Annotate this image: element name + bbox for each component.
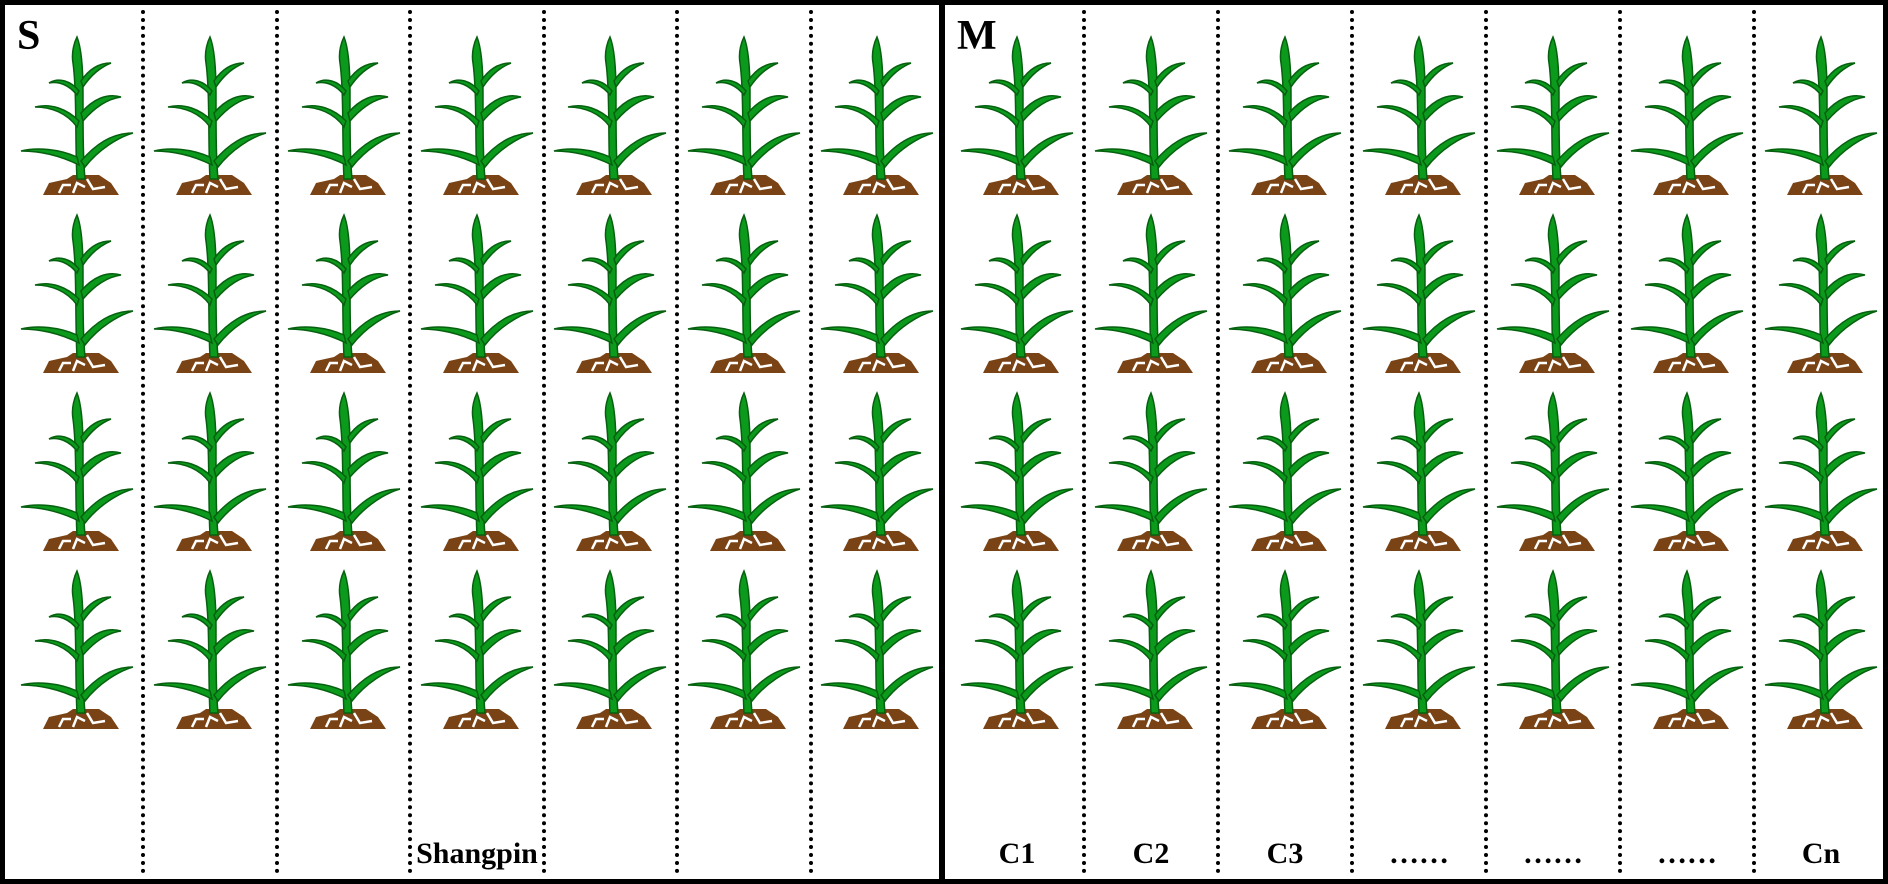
maize-plant-icon bbox=[1089, 211, 1219, 379]
column-divider bbox=[675, 10, 680, 874]
maize-plant-icon bbox=[282, 33, 412, 201]
maize-plant-icon bbox=[415, 389, 545, 557]
maize-plant-icon bbox=[682, 567, 812, 735]
maize-plant-icon bbox=[1759, 33, 1888, 201]
maize-plant-icon bbox=[955, 389, 1085, 557]
column-divider bbox=[274, 10, 279, 874]
maize-plant-icon bbox=[1357, 33, 1487, 201]
maize-plant-icon bbox=[415, 567, 545, 735]
maize-plant-icon bbox=[1357, 567, 1487, 735]
maize-plant-icon bbox=[815, 389, 945, 557]
maize-plant-icon bbox=[1223, 33, 1353, 201]
column-label: C3 bbox=[1266, 837, 1304, 870]
maize-plant-icon bbox=[282, 211, 412, 379]
maize-plant-icon bbox=[282, 567, 412, 735]
maize-plant-icon bbox=[1491, 33, 1621, 201]
column-divider bbox=[1082, 10, 1086, 874]
maize-plant-icon bbox=[682, 33, 812, 201]
column-divider bbox=[408, 10, 413, 874]
column-divider bbox=[1484, 10, 1488, 874]
maize-plant-icon bbox=[682, 389, 812, 557]
column-label: …… bbox=[1657, 837, 1717, 870]
maize-plant-icon bbox=[1089, 389, 1219, 557]
column-divider bbox=[541, 10, 546, 874]
maize-plant-icon bbox=[148, 33, 278, 201]
panel-m: M C1 C2 C3 …… …… …… Cn bbox=[940, 0, 1888, 884]
column-divider bbox=[1350, 10, 1354, 874]
maize-plant-icon bbox=[548, 567, 678, 735]
maize-plant-icon bbox=[282, 389, 412, 557]
maize-plant-icon bbox=[15, 389, 145, 557]
column-label: …… bbox=[1523, 837, 1583, 870]
maize-plant-icon bbox=[148, 211, 278, 379]
maize-plant-icon bbox=[548, 211, 678, 379]
maize-plant-icon bbox=[1491, 567, 1621, 735]
maize-plant-icon bbox=[15, 211, 145, 379]
column-divider bbox=[1752, 10, 1756, 874]
maize-plant-icon bbox=[1625, 211, 1755, 379]
maize-plant-icon bbox=[1223, 211, 1353, 379]
panel-s: S Shangpin bbox=[0, 0, 944, 884]
maize-plant-icon bbox=[548, 33, 678, 201]
maize-plant-icon bbox=[1625, 389, 1755, 557]
maize-plant-icon bbox=[1223, 389, 1353, 557]
column-label: C1 bbox=[998, 837, 1036, 870]
maize-plant-icon bbox=[1089, 567, 1219, 735]
maize-plant-icon bbox=[148, 567, 278, 735]
maize-plant-icon bbox=[1491, 211, 1621, 379]
maize-plant-icon bbox=[682, 211, 812, 379]
maize-plant-icon bbox=[15, 33, 145, 201]
maize-plant-icon bbox=[148, 389, 278, 557]
maize-plant-icon bbox=[15, 567, 145, 735]
maize-plant-icon bbox=[415, 211, 545, 379]
panel-label-s: S bbox=[17, 13, 41, 59]
column-label: C2 bbox=[1132, 837, 1170, 870]
column-divider bbox=[1216, 10, 1220, 874]
column-divider bbox=[141, 10, 146, 874]
maize-plant-icon bbox=[1491, 389, 1621, 557]
maize-plant-icon bbox=[955, 211, 1085, 379]
column-divider bbox=[1618, 10, 1622, 874]
maize-plant-icon bbox=[1625, 33, 1755, 201]
maize-plant-icon bbox=[815, 211, 945, 379]
maize-plant-icon bbox=[955, 567, 1085, 735]
column-divider bbox=[808, 10, 813, 874]
panel-label-m: M bbox=[957, 13, 997, 59]
maize-plant-icon bbox=[955, 33, 1085, 201]
column-label: Cn bbox=[1801, 837, 1841, 870]
maize-plant-icon bbox=[815, 33, 945, 201]
maize-plant-icon bbox=[1759, 389, 1888, 557]
maize-plant-icon bbox=[1759, 211, 1888, 379]
maize-plant-icon bbox=[1625, 567, 1755, 735]
maize-plant-icon bbox=[1357, 211, 1487, 379]
maize-plant-icon bbox=[1759, 567, 1888, 735]
maize-plant-icon bbox=[548, 389, 678, 557]
column-label: Shangpin bbox=[416, 837, 538, 870]
maize-plant-icon bbox=[1089, 33, 1219, 201]
maize-plant-icon bbox=[815, 567, 945, 735]
maize-plant-icon bbox=[415, 33, 545, 201]
maize-plant-icon bbox=[1223, 567, 1353, 735]
column-label: …… bbox=[1389, 837, 1449, 870]
maize-plant-icon bbox=[1357, 389, 1487, 557]
